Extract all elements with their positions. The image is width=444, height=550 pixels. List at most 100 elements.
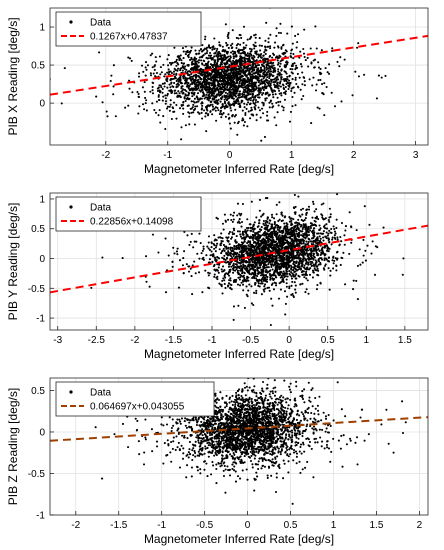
data-point bbox=[266, 286, 269, 289]
data-point bbox=[268, 66, 271, 69]
data-point bbox=[262, 273, 265, 276]
data-point bbox=[215, 260, 218, 263]
data-point bbox=[277, 84, 280, 87]
data-point bbox=[191, 293, 194, 296]
data-point bbox=[226, 62, 229, 65]
data-point bbox=[236, 88, 239, 91]
data-point bbox=[286, 32, 289, 35]
data-point bbox=[237, 276, 240, 279]
data-point bbox=[321, 214, 324, 217]
data-point bbox=[185, 68, 188, 71]
data-point bbox=[217, 109, 220, 112]
data-point bbox=[313, 264, 316, 268]
data-points bbox=[90, 193, 405, 327]
data-point bbox=[264, 83, 267, 86]
data-point bbox=[264, 39, 267, 42]
data-point bbox=[202, 92, 205, 95]
data-point bbox=[275, 213, 278, 216]
data-point bbox=[242, 41, 245, 44]
data-point bbox=[328, 220, 331, 223]
data-point bbox=[280, 46, 283, 49]
data-point bbox=[194, 61, 197, 64]
data-point bbox=[216, 83, 220, 86]
data-point bbox=[269, 276, 272, 279]
data-point bbox=[239, 276, 242, 279]
data-point bbox=[226, 285, 230, 288]
data-point bbox=[402, 257, 405, 260]
data-point bbox=[202, 245, 205, 248]
data-point bbox=[292, 295, 295, 299]
data-point bbox=[175, 86, 178, 89]
data-point bbox=[161, 82, 164, 85]
data-point bbox=[305, 240, 308, 243]
data-point bbox=[194, 49, 197, 52]
data-point bbox=[324, 67, 327, 70]
data-point bbox=[269, 323, 272, 327]
data-point bbox=[249, 102, 252, 105]
data-point bbox=[224, 219, 227, 222]
data-point bbox=[189, 49, 193, 52]
data-point bbox=[193, 240, 196, 243]
data-point bbox=[237, 253, 241, 256]
data-point bbox=[211, 105, 215, 108]
data-point bbox=[238, 76, 241, 79]
data-point bbox=[257, 241, 260, 244]
data-point bbox=[228, 96, 231, 99]
data-point bbox=[250, 76, 253, 79]
data-point bbox=[286, 81, 289, 84]
data-point bbox=[216, 106, 219, 110]
data-point bbox=[207, 89, 210, 92]
data-point bbox=[195, 76, 198, 79]
data-point bbox=[244, 264, 247, 268]
data-point bbox=[198, 232, 201, 235]
data-point bbox=[228, 90, 231, 93]
data-point bbox=[214, 109, 217, 112]
data-point bbox=[344, 225, 348, 228]
data-point bbox=[303, 264, 306, 267]
data-point bbox=[271, 216, 274, 219]
data-point bbox=[278, 74, 281, 77]
data-point bbox=[249, 242, 252, 245]
data-point bbox=[187, 104, 190, 107]
data-point bbox=[171, 90, 174, 93]
data-point bbox=[322, 239, 325, 242]
data-point bbox=[201, 101, 204, 104]
data-point bbox=[154, 56, 157, 59]
data-point bbox=[180, 67, 183, 70]
data-point bbox=[274, 93, 277, 96]
data-point bbox=[274, 240, 278, 243]
data-point bbox=[171, 85, 174, 88]
data-point bbox=[264, 276, 267, 279]
data-point bbox=[221, 70, 224, 73]
data-point bbox=[213, 247, 216, 250]
data-point bbox=[153, 68, 156, 71]
data-point bbox=[261, 107, 264, 110]
data-point bbox=[322, 225, 326, 228]
data-point bbox=[252, 228, 255, 231]
data-point bbox=[252, 85, 255, 88]
data-point bbox=[208, 65, 212, 69]
data-point bbox=[127, 56, 130, 59]
data-point bbox=[264, 260, 268, 263]
data-point bbox=[280, 94, 283, 97]
data-point bbox=[318, 224, 321, 227]
data-point bbox=[244, 111, 247, 115]
data-point bbox=[235, 81, 238, 85]
data-point bbox=[225, 236, 228, 239]
data-point bbox=[191, 82, 194, 85]
data-point bbox=[335, 258, 339, 261]
data-point bbox=[240, 96, 243, 99]
data-point bbox=[242, 236, 245, 239]
data-point bbox=[162, 115, 165, 118]
data-point bbox=[303, 276, 306, 279]
data-point bbox=[283, 258, 286, 261]
data-point bbox=[212, 253, 215, 256]
data-point bbox=[319, 67, 322, 71]
data-point bbox=[209, 104, 212, 107]
data-point bbox=[279, 62, 282, 65]
data-point bbox=[245, 266, 248, 269]
data-point bbox=[338, 243, 341, 246]
data-point bbox=[235, 90, 238, 93]
data-point bbox=[110, 74, 113, 77]
data-point bbox=[213, 275, 216, 278]
